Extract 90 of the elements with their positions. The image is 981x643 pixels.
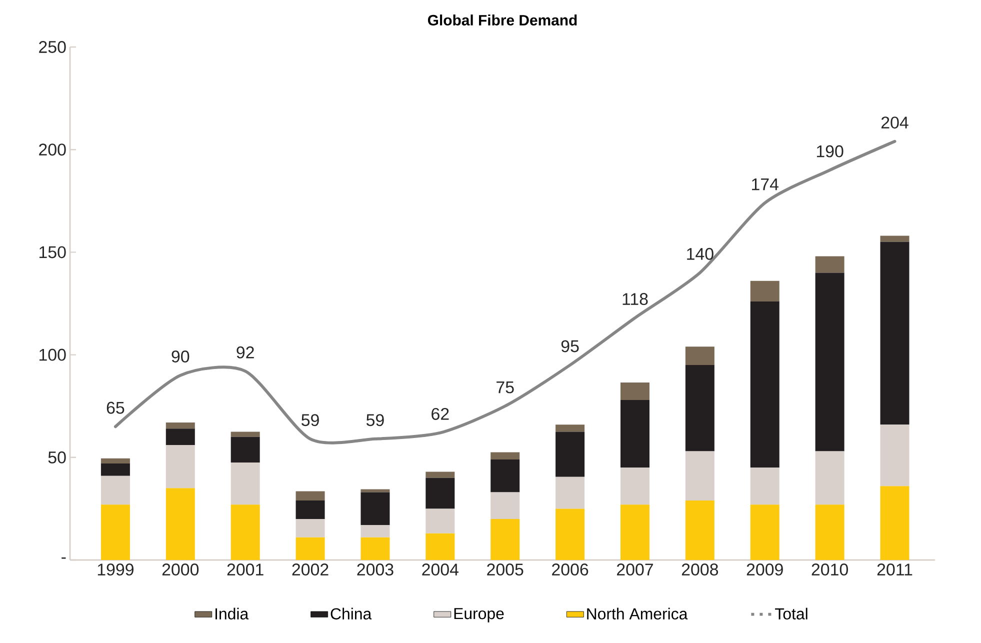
bar	[815, 504, 844, 560]
bar	[490, 518, 520, 560]
data-label: 65	[106, 402, 124, 414]
bar	[100, 504, 130, 560]
bar	[426, 533, 455, 560]
bar	[426, 472, 455, 478]
bar	[815, 256, 844, 273]
bar	[750, 301, 780, 468]
data-label: 95	[561, 340, 579, 352]
x-tick-label: 2005	[487, 564, 524, 576]
bar	[556, 432, 585, 477]
bar	[360, 525, 390, 538]
x-tick-label: 1999	[98, 564, 134, 576]
bar	[166, 445, 195, 488]
data-label: 204	[881, 116, 908, 129]
legend-label: North America	[587, 608, 688, 620]
bar	[685, 500, 714, 560]
bar	[685, 346, 714, 366]
bar	[296, 537, 325, 560]
y-tick-label: 150	[40, 246, 66, 258]
y-tick-label: 200	[39, 144, 66, 156]
y-tick-label: -	[62, 557, 66, 559]
data-label: 59	[302, 414, 319, 426]
bar	[100, 464, 130, 476]
bar	[620, 400, 650, 468]
x-tick-label: 2011	[877, 564, 912, 576]
data-label: 90	[172, 350, 190, 363]
bar	[426, 478, 455, 509]
legend-label: Total	[775, 608, 808, 620]
data-label: 190	[816, 145, 844, 158]
data-label: 118	[622, 293, 648, 306]
y-tick-label: 250	[39, 40, 66, 53]
bar	[166, 488, 195, 560]
bar	[750, 504, 780, 560]
legend-label: India	[216, 608, 249, 620]
bar	[360, 489, 390, 492]
bar	[556, 508, 585, 560]
bar	[490, 452, 520, 460]
bar	[490, 492, 520, 519]
bar	[620, 382, 650, 400]
bar	[556, 424, 585, 432]
bar	[230, 462, 260, 505]
bar	[230, 436, 260, 463]
bar	[296, 500, 325, 519]
bar	[296, 491, 325, 500]
legend-label: Europe	[454, 608, 504, 622]
bar	[100, 476, 130, 505]
bar	[360, 492, 390, 526]
x-tick-label: 2007	[617, 564, 653, 576]
bar	[166, 428, 195, 446]
x-tick-label: 2009	[746, 564, 783, 576]
x-tick-label: 2010	[812, 564, 848, 576]
bar	[815, 451, 844, 505]
bar	[750, 468, 780, 505]
bar	[230, 504, 260, 560]
bar	[426, 508, 455, 534]
bar	[296, 518, 325, 538]
bar	[620, 468, 650, 505]
chart-title: Global Fibre Demand	[428, 14, 577, 26]
bar	[230, 432, 260, 437]
y-tick-label: 100	[40, 348, 66, 361]
bar	[880, 236, 910, 242]
bar	[880, 242, 910, 425]
x-tick-label: 2002	[292, 564, 328, 576]
bar	[100, 458, 130, 464]
bar	[620, 504, 650, 560]
x-tick-label: 2001	[227, 564, 264, 576]
x-tick-label: 2003	[357, 564, 394, 576]
bar	[490, 459, 520, 492]
legend-label: China	[330, 608, 372, 620]
bar	[685, 451, 714, 500]
bar	[750, 280, 780, 302]
bar	[815, 272, 844, 452]
bar	[880, 486, 910, 560]
data-label: 62	[432, 408, 449, 420]
bar	[556, 476, 585, 509]
x-tick-label: 2000	[162, 564, 199, 576]
x-tick-label: 2006	[552, 564, 588, 576]
data-label: 59	[366, 414, 384, 426]
data-label: 140	[687, 248, 714, 260]
bar	[880, 424, 910, 486]
data-label: 92	[236, 346, 254, 358]
data-label: 174	[752, 178, 778, 190]
x-tick-label: 2008	[682, 564, 718, 576]
bar	[360, 537, 390, 560]
bar	[166, 422, 195, 429]
x-tick-label: 2004	[422, 564, 458, 576]
y-tick-label: 50	[48, 451, 66, 464]
bar	[685, 365, 714, 452]
data-label: 75	[496, 381, 514, 394]
